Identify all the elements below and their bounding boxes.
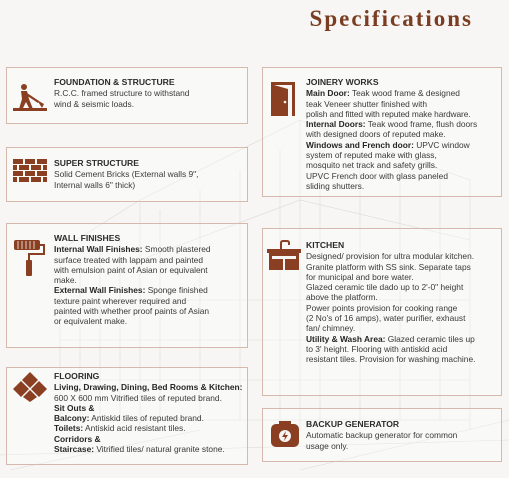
internal-doors-text: Teak wood frame, flush doors: [367, 119, 478, 130]
internal-wall-text: Smooth plastered: [144, 244, 211, 255]
staircase-label: Staircase:: [54, 444, 95, 455]
superstructure-line: Internal walls 6" thick): [54, 179, 136, 190]
foundation-block: FOUNDATION & STRUCTURE R.C.C. framed str…: [54, 77, 244, 109]
internal-doors-text: with designed doors of reputed make.: [306, 129, 446, 140]
superstructure-line: Solid Cement Bricks (External walls 9",: [54, 169, 199, 180]
kitchen-line: (2 No's of 16 amps), water purifier, exh…: [306, 313, 466, 324]
kitchen-line: for municipal and bore water.: [306, 271, 414, 282]
external-wall-text: or equivalent make.: [54, 316, 128, 327]
superstructure-title: SUPER STRUCTURE: [54, 158, 139, 168]
windows-text: UPVC French door with glass paneled: [306, 170, 448, 181]
kitchen-line: above the platform.: [306, 292, 378, 303]
kitchen-line: fan/ chimney.: [306, 323, 356, 334]
door-icon: [271, 82, 295, 116]
generator-icon: [271, 421, 299, 447]
rooms-value: 600 X 600 mm Vitrified tiles of reputed …: [54, 392, 222, 403]
joinery-block: JOINERY WORKS Main Door: Teak wood frame…: [306, 77, 502, 191]
windows-text: mosquito net track and safety grills.: [306, 160, 438, 171]
main-door-text: polish and fitted with reputed make hard…: [306, 108, 471, 119]
flooring-card: [6, 367, 248, 465]
toilets-value: Antiskid acid resistant tiles.: [85, 423, 186, 434]
paint-roller-icon: [14, 240, 45, 276]
external-wall-label: External Wall Finishes:: [54, 285, 146, 296]
windows-text: UPVC window: [416, 139, 470, 150]
utility-text: to 3' height. Flooring with antiskid aci…: [306, 343, 448, 354]
main-door-label: Main Door:: [306, 88, 350, 99]
utility-text: resistant tiles. Provision for washing m…: [306, 354, 476, 365]
windows-text: sliding shutters.: [306, 180, 365, 191]
worker-digging-icon: [13, 84, 47, 111]
windows-label: Windows and French door:: [306, 139, 414, 150]
generator-title: BACKUP GENERATOR: [306, 419, 400, 429]
flooring-title: FLOORING: [54, 371, 100, 381]
kitchen-card: [262, 228, 502, 396]
toilets-label: Toilets:: [54, 423, 84, 434]
windows-text: system of reputed make with glass,: [306, 150, 437, 161]
external-wall-text: Sponge finished: [147, 285, 208, 296]
corridors-label: Corridors &: [54, 433, 101, 444]
generator-line: usage only.: [306, 440, 349, 451]
rooms-label: Living, Drawing, Dining, Bed Rooms & Kit…: [54, 382, 243, 393]
kitchen-sink-icon: [267, 240, 301, 270]
internal-wall-text: make.: [54, 275, 77, 286]
internal-doors-label: Internal Doors:: [306, 119, 366, 130]
wall-finishes-title: WALL FINISHES: [54, 233, 121, 243]
foundation-line: wind & seismic loads.: [54, 98, 135, 109]
generator-card: [262, 408, 502, 462]
main-door-text: teak Veneer shutter finished with: [306, 98, 428, 109]
generator-block: BACKUP GENERATOR Automatic backup genera…: [306, 419, 500, 451]
foundation-title: FOUNDATION & STRUCTURE: [54, 77, 175, 87]
kitchen-line: Power points provision for cooking range: [306, 302, 458, 313]
balcony-label: Balcony:: [54, 413, 90, 424]
kitchen-line: Designed/ provision for ultra modular ki…: [306, 251, 475, 262]
joinery-card: [262, 67, 502, 197]
kitchen-block: KITCHEN Designed/ provision for ultra mo…: [306, 240, 502, 365]
foundation-line: R.C.C. framed structure to withstand: [54, 88, 190, 99]
wall-finishes-block: WALL FINISHES Internal Wall Finishes: Sm…: [54, 233, 246, 327]
floor-tiles-icon: [13, 372, 47, 402]
external-wall-text: painted with whether proof paints of Asi…: [54, 306, 210, 317]
foundation-card: [6, 67, 248, 124]
page-title: Specifications: [309, 6, 473, 31]
kitchen-title: KITCHEN: [306, 240, 345, 250]
kitchen-line: Glazed ceramic tile dado up to 2'-0" hei…: [306, 282, 464, 293]
external-wall-text: texture paint wherever required and: [54, 295, 187, 306]
brick-wall-icon: [13, 159, 47, 182]
wall-finishes-card: [6, 223, 248, 348]
flooring-block: FLOORING Living, Drawing, Dining, Bed Ro…: [54, 371, 248, 454]
balcony-value: Antiskid tiles of reputed brand.: [91, 413, 204, 424]
generator-line: Automatic backup generator for common: [306, 430, 458, 441]
utility-text: Glazed ceramic tiles up: [387, 333, 475, 344]
kitchen-line: Granite platform with SS sink. Separate …: [306, 261, 471, 272]
internal-wall-text: with emulsion paint of Asian or equivale…: [54, 264, 208, 275]
joinery-title: JOINERY WORKS: [306, 77, 379, 87]
staircase-value: Vitrified tiles/ natural granite stone.: [96, 444, 225, 455]
sitouts-label: Sit Outs &: [54, 402, 95, 413]
main-door-text: Teak wood frame & designed: [351, 88, 460, 99]
superstructure-block: SUPER STRUCTURE Solid Cement Bricks (Ext…: [54, 158, 244, 190]
internal-wall-text: surface treated with lappam and painted: [54, 254, 203, 265]
internal-wall-label: Internal Wall Finishes:: [54, 244, 143, 255]
utility-label: Utility & Wash Area:: [306, 333, 386, 344]
